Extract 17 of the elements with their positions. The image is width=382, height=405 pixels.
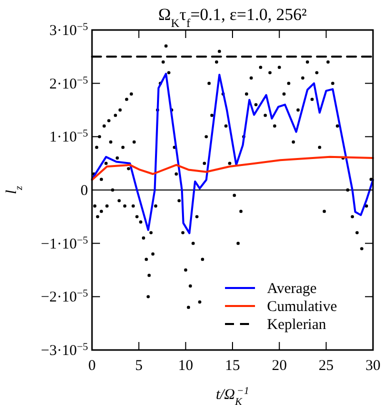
y-tick-label: 3·10$^{−5}$ — [49, 22, 88, 39]
y-tick-label: −3·10$^{−5}$ — [40, 342, 88, 359]
y-tick-label: −2·10$^{−5}$ — [40, 288, 88, 306]
y-tick-label: −1·10$^{−5}$ — [40, 234, 88, 252]
legend-label: Keplerian — [267, 317, 327, 333]
x-tick-label: 20 — [272, 358, 287, 374]
chart-title: Ω$_{K}$τ$_{f}$=0.1, ε=1.0, 256² — [158, 5, 307, 30]
legend-label: Cumulative — [267, 299, 338, 315]
x-tick-label: 25 — [318, 358, 334, 374]
x-tick-label: 30 — [366, 358, 380, 374]
y-tick-label: 1·10$^{−5}$ — [49, 128, 88, 146]
y-tick-label: 0 — [80, 183, 88, 199]
y-tick-label: 2·10$^{−5}$ — [49, 74, 88, 92]
x-tick-label: 15 — [225, 358, 240, 374]
legend-label: Average — [267, 281, 318, 297]
x-tick-label: 10 — [178, 358, 194, 374]
x-tick-label: 5 — [135, 358, 143, 374]
